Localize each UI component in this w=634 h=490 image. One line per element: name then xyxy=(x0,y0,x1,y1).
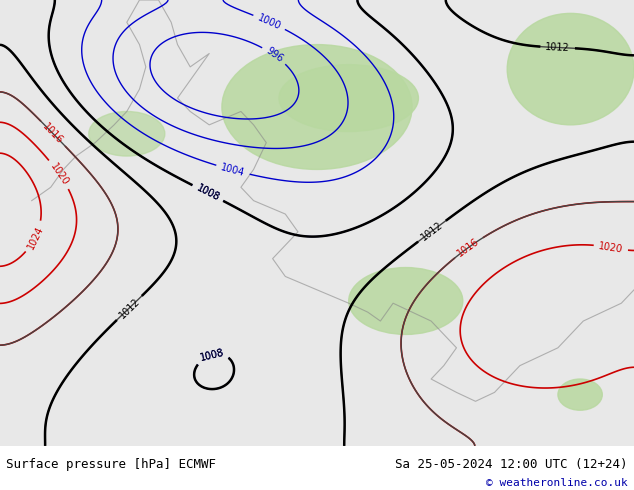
Text: Surface pressure [hPa] ECMWF: Surface pressure [hPa] ECMWF xyxy=(6,458,216,471)
Ellipse shape xyxy=(349,268,463,334)
Text: Sa 25-05-2024 12:00 UTC (12+24): Sa 25-05-2024 12:00 UTC (12+24) xyxy=(395,458,628,471)
Ellipse shape xyxy=(89,111,165,156)
Ellipse shape xyxy=(507,13,634,125)
Text: 1008: 1008 xyxy=(195,183,221,203)
Text: 1016: 1016 xyxy=(41,122,65,146)
Text: © weatheronline.co.uk: © weatheronline.co.uk xyxy=(486,478,628,488)
Text: 1024: 1024 xyxy=(25,224,45,250)
Text: 996: 996 xyxy=(264,46,285,65)
Ellipse shape xyxy=(222,45,412,170)
Text: 1008: 1008 xyxy=(199,347,225,363)
Text: 1012: 1012 xyxy=(545,42,570,53)
Text: 1012: 1012 xyxy=(117,296,141,320)
Text: 1000: 1000 xyxy=(256,12,283,31)
Text: 1008: 1008 xyxy=(195,183,221,203)
Ellipse shape xyxy=(279,65,418,131)
Text: 1016: 1016 xyxy=(456,236,481,259)
Text: 1004: 1004 xyxy=(220,162,246,178)
Text: 1020: 1020 xyxy=(598,241,624,254)
Text: 1008: 1008 xyxy=(199,347,225,363)
Ellipse shape xyxy=(558,379,602,410)
Text: 1012: 1012 xyxy=(419,220,445,243)
Text: 1020: 1020 xyxy=(48,161,70,187)
